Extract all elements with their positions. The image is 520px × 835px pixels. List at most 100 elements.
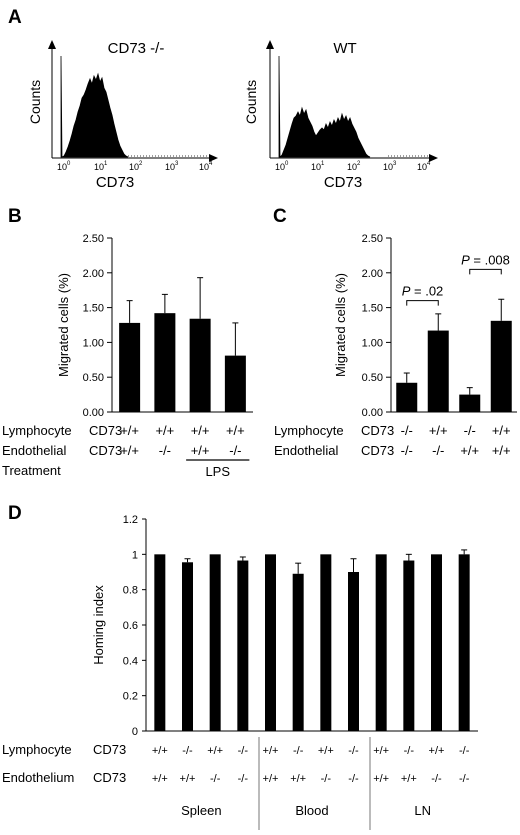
y-tick-label: 1.50 [83,303,104,315]
bar [459,394,481,412]
lymphocyte-genotype-label: +/+ [191,423,210,438]
tick-label: 10 [199,162,209,172]
y-tick-label: 1.00 [83,337,104,349]
endothelial-genotype-label: -/- [401,443,413,458]
endothelial-genotype-label: -/- [431,773,442,785]
endothelial-genotype-label: +/+ [180,773,196,785]
bar [189,318,211,412]
lymphocyte-genotype-label: -/- [238,745,249,757]
bar [237,560,249,731]
bar [396,382,418,412]
endothelial-genotype-label: +/+ [263,773,279,785]
plot-layer: 0.00 0.50 1.00 1.50 2.00 2.50 Migrated cells (… [56,233,517,818]
lymphocyte-genotype-label: +/+ [120,423,139,438]
tick-label: 10 [94,162,104,172]
endothelial-genotype-label: +/+ [152,773,168,785]
endothelial-genotype-label: -/- [210,773,221,785]
bar [292,573,304,731]
histogram-right-title: WT [333,40,356,57]
treatment-label: LPS [205,464,230,479]
row-label-cd73-d1: CD73 [93,742,126,757]
lymphocyte-genotype-label: +/+ [263,745,279,757]
y-tick-label: 1.50 [362,303,383,315]
row-label-lymphocyte-d: Lymphocyte [2,742,72,757]
lymphocyte-genotype-label: +/+ [155,423,174,438]
row-label-treatment-b: Treatment [2,463,61,478]
tick-exponent: 4 [427,161,431,167]
lymphocyte-genotype-label: -/- [293,745,304,757]
y-tick-label: 2.00 [83,268,104,280]
y-tick-label: 0.4 [123,655,138,667]
tick-label: 10 [129,162,139,172]
tick-exponent: 2 [357,161,361,167]
p-value-label: P = .02 [402,284,444,299]
bar [431,554,442,731]
row-label-cd73-b2: CD73 [89,443,122,458]
y-tick-label: 1.2 [123,514,138,526]
tick-exponent: 1 [104,161,108,167]
y-tick-label: 0.2 [123,691,138,703]
histogram-left-x-arrow [209,154,218,162]
bar [154,554,166,731]
lymphocyte-genotype-label: +/+ [318,745,334,757]
histogram-right-xlabel: CD73 [324,174,362,191]
endothelial-genotype-label: -/- [238,773,249,785]
bar [458,554,470,731]
histogram-right-distribution [278,55,371,158]
tick-exponent: 1 [321,161,325,167]
endothelial-genotype-label: -/- [432,443,444,458]
lymphocyte-genotype-label: -/- [459,745,470,757]
endothelial-genotype-label: +/+ [492,443,511,458]
lymphocyte-genotype-label: +/+ [429,745,445,757]
bar [265,554,276,731]
lymphocyte-genotype-label: +/+ [373,745,389,757]
bar [154,313,176,412]
endothelial-genotype-label: +/+ [120,443,139,458]
tick-label: 10 [417,162,427,172]
tick-label: 10 [311,162,321,172]
endothelial-genotype-label: -/- [229,443,241,458]
histogram-left-xlabel: CD73 [96,174,134,191]
group-label: Blood [295,803,328,818]
row-labels: Lymphocyte CD73 Endothelial CD73 Treatme… [2,423,394,785]
lymphocyte-genotype-label: +/+ [152,745,168,757]
lymphocyte-genotype-label: +/+ [429,423,448,438]
endothelial-genotype-label: -/- [348,773,359,785]
p-value-label: P = .008 [461,252,510,267]
histogram-left-y-arrow [48,40,56,49]
group-label: LN [414,803,431,818]
tick-exponent: 4 [209,161,213,167]
histogram-right-ylabel: Counts [243,80,259,124]
histogram-right-x-arrow [429,154,438,162]
tick-exponent: 0 [67,161,71,167]
row-label-cd73-b1: CD73 [89,423,122,438]
row-label-endothelial-c: Endothelial [274,443,338,458]
tick-exponent: 0 [285,161,289,167]
panel-label-a: A [8,7,22,28]
tick-label: 10 [347,162,357,172]
row-label-lymphocyte-b: Lymphocyte [2,423,72,438]
endothelial-genotype-label: +/+ [373,773,389,785]
histogram-left-distribution [60,55,129,158]
tick-label: 10 [165,162,175,172]
bar [490,320,512,412]
lymphocyte-genotype-label: -/- [401,423,413,438]
panel-label-b: B [8,206,22,227]
y-tick-label: 1 [132,549,138,561]
y-tick-label: 0.50 [83,372,104,384]
y-axis-label: Homing index [91,585,106,665]
row-label-endothelium-d: Endothelium [2,770,74,785]
group-label: Spleen [181,803,221,818]
histogram-left-title: CD73 -/- [108,40,165,57]
lymphocyte-genotype-label: +/+ [207,745,223,757]
bar [348,572,359,731]
bar [224,355,246,412]
y-tick-label: 1.00 [362,337,383,349]
tick-exponent: 3 [393,161,397,167]
tick-label: 10 [57,162,67,172]
p-value: = .02 [410,284,443,299]
endothelial-genotype-label: +/+ [191,443,210,458]
panel-label-d: D [8,503,22,524]
bar [320,554,332,731]
row-label-cd73-c1: CD73 [361,423,394,438]
